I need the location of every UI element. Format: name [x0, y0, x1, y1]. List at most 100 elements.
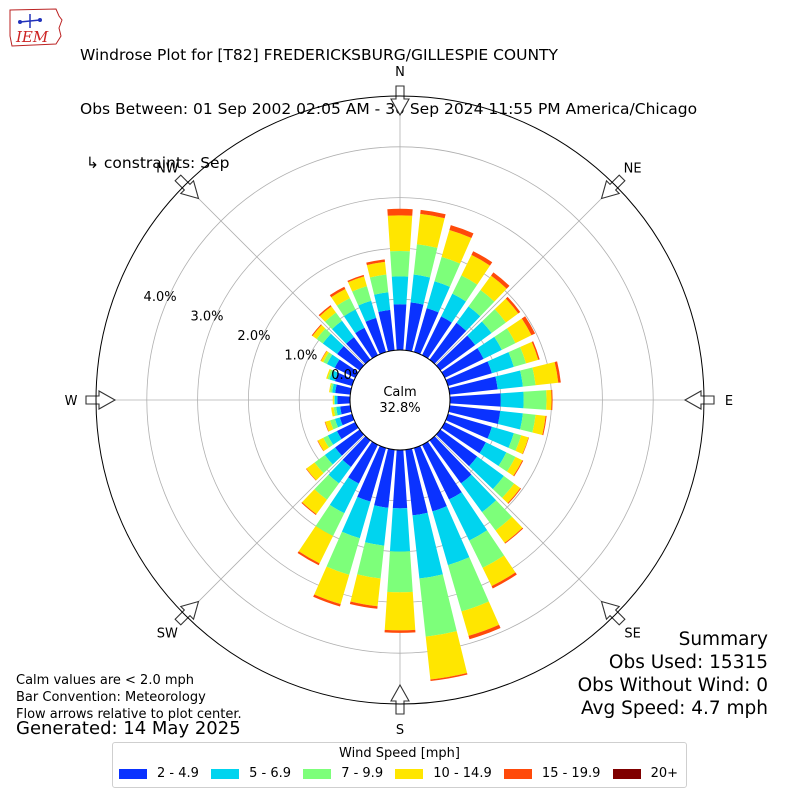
- windrose-bar-segment: [461, 601, 500, 636]
- windrose-bar-segment: [482, 555, 516, 587]
- windrose-bar-segment: [429, 436, 472, 484]
- windrose-bar-segment: [456, 306, 481, 331]
- windrose-bar-segment: [494, 328, 516, 350]
- windrose-bar-segment: [333, 406, 338, 416]
- windrose-bar-segment: [330, 418, 338, 430]
- windrose-bar-segment: [505, 296, 521, 314]
- legend-label: 15 - 19.9: [541, 766, 601, 781]
- windrose-bar-segment: [426, 281, 450, 313]
- windrose-bar-segment: [532, 414, 546, 435]
- flow-arrow-icon: [390, 85, 410, 117]
- obs-without-wind: Obs Without Wind: 0: [577, 675, 768, 696]
- windrose-bar-segment: [441, 293, 466, 323]
- windrose-bar-segment: [320, 350, 329, 363]
- windrose-bar-segment: [333, 395, 335, 405]
- compass-label-n: N: [395, 65, 405, 80]
- legend-item: 2 - 4.9: [119, 766, 199, 781]
- windrose-bar-segment: [502, 483, 521, 504]
- windrose-bar-segment: [337, 346, 364, 371]
- windrose-bar-segment: [329, 370, 338, 382]
- grid-spoke: [184, 435, 365, 616]
- windrose-bar-segment: [425, 631, 468, 680]
- windrose-bar-segment: [331, 407, 336, 417]
- windrose-bar-segment: [337, 395, 351, 405]
- windrose-bar-segment: [413, 308, 439, 355]
- radial-tick-label: 4.0%: [144, 290, 177, 305]
- windrose-bar-segment: [481, 309, 506, 333]
- grid-spoke: [184, 184, 365, 365]
- summary-box: Summary Obs Used: 15315 Obs Without Wind…: [578, 628, 768, 720]
- flow-arrow-icon: [174, 174, 200, 200]
- windrose-bar-segment: [420, 209, 446, 219]
- windrose-bar-segment: [412, 512, 443, 579]
- windrose-bar-segment: [319, 306, 336, 322]
- windrose-bar-segment: [494, 298, 519, 323]
- windrose-bar-segment: [316, 328, 331, 344]
- windrose-bar-segment: [448, 405, 501, 425]
- windrose-bar-segment: [416, 213, 445, 248]
- windrose-bar-segment: [323, 352, 333, 365]
- windrose-bar-segment: [384, 629, 416, 633]
- windrose-bar-segment: [335, 429, 364, 456]
- windrose-bar-segment: [479, 442, 507, 466]
- radial-tick-label: 2.0%: [237, 329, 270, 344]
- windrose-bar-segment: [405, 302, 424, 352]
- windrose-bar-segment: [357, 542, 385, 579]
- windrose-bar-segment: [471, 251, 493, 266]
- windrose-bar-segment: [491, 572, 517, 589]
- windrose-bar-segment: [335, 384, 352, 395]
- windrose-bar-segment: [513, 460, 524, 477]
- legend-swatch: [503, 768, 532, 779]
- windrose-bar-segment: [326, 354, 340, 368]
- windrose-bar-segment: [327, 369, 333, 380]
- constraints: ↳ constraints: Sep: [86, 154, 230, 172]
- windrose-bar-segment: [302, 489, 327, 515]
- windrose-bar-segment: [419, 574, 457, 637]
- iem-logo-text: IEM: [15, 28, 49, 46]
- windrose-bar-segment: [413, 445, 447, 512]
- windrose-bar-segment: [331, 320, 354, 344]
- windrose-bar-segment: [445, 413, 492, 439]
- windrose-bar-segment: [430, 673, 468, 682]
- windrose-bar-segment: [346, 337, 371, 364]
- windrose-bar-segment: [339, 413, 355, 426]
- windrose-bar-segment: [434, 256, 461, 287]
- windrose-bar-segment: [348, 441, 378, 484]
- windrose-bar-segment: [349, 601, 378, 609]
- windrose-bar-segment: [469, 456, 504, 490]
- grid-spoke: [435, 184, 616, 365]
- windrose-bar-segment: [336, 298, 356, 317]
- calm-circle: [349, 349, 451, 451]
- windrose-bar-segment: [554, 361, 561, 383]
- windrose-bar-segment: [326, 531, 360, 575]
- windrose-bar-segment: [523, 390, 547, 410]
- windrose-bar-segment: [487, 352, 514, 374]
- chart-title: Windrose Plot for [T82] FREDERICKSBURG/G…: [80, 46, 558, 64]
- legend-item: 7 - 9.9: [303, 766, 383, 781]
- windrose-bar-segment: [311, 324, 322, 336]
- legend-item: 10 - 14.9: [395, 766, 492, 781]
- windrose-bar-segment: [506, 318, 532, 344]
- windrose-bar-segment: [461, 254, 490, 285]
- windrose-bar-segment: [374, 292, 391, 312]
- iowa-state-shape-icon: IEM: [9, 8, 63, 47]
- windrose-bar-segment: [410, 274, 431, 305]
- windrose-bar-segment: [392, 449, 408, 509]
- windrose-bars: [297, 208, 561, 682]
- windrose-bar-segment: [447, 557, 489, 612]
- flow-arrow-icon: [683, 390, 715, 410]
- compass-label-w: W: [65, 394, 78, 409]
- radial-tick-label: 3.0%: [190, 310, 223, 325]
- windrose-bar-segment: [542, 415, 547, 436]
- windrose-bar-segment: [532, 362, 559, 386]
- windrose-bar-segment: [389, 508, 411, 552]
- windrose-bar-segment: [334, 417, 343, 428]
- compass-label-sw: SW: [157, 627, 178, 642]
- windrose-bar-segment: [332, 383, 337, 393]
- windrose-bar-segment: [336, 406, 342, 416]
- flow-arrow-icon: [600, 600, 626, 626]
- windrose-bar-segment: [326, 368, 332, 379]
- grid-spoke: [435, 435, 616, 616]
- obs-used: Obs Used: 15315: [608, 652, 768, 673]
